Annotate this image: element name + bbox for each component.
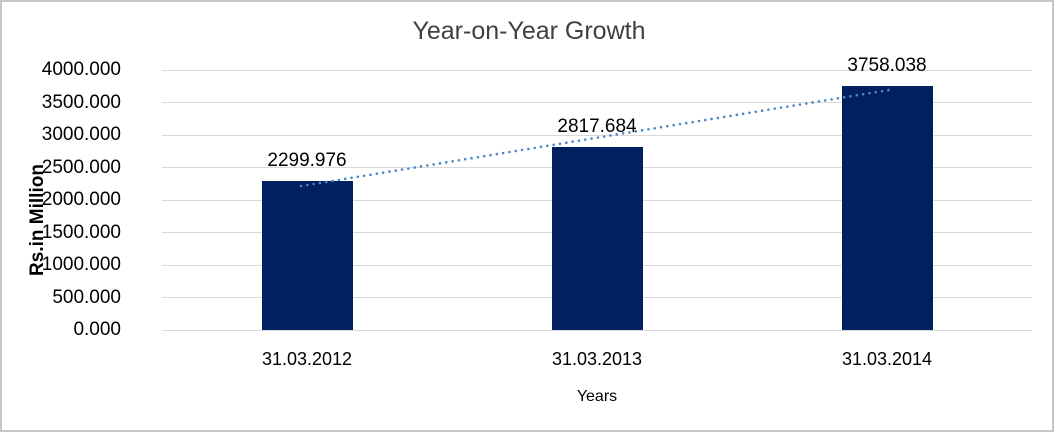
y-tick-label: 4000.000 [41,59,121,80]
y-tick-label: 0.000 [73,319,121,340]
trendline [299,88,893,188]
x-axis-title: Years [576,388,618,405]
y-tick-label: 1500.000 [41,221,121,243]
x-tick-label: 31.03.2014 [841,349,933,369]
y-tick-label: 1000.000 [41,254,121,275]
gridline [162,329,1032,331]
gridline [162,134,1032,136]
data-label: 2817.684 [557,115,637,137]
y-tick-label: 3000.000 [41,124,121,145]
y-tick-label: 2500.000 [41,156,121,178]
plot-area: 0.000 500.000 1000.000 1500.000 2000.000 2500… [42,55,1032,339]
gridline [162,102,1032,103]
bar-31.03.2013 [551,146,643,330]
x-tick-label: 31.03.2012 [261,349,353,369]
y-tick-label: 3500.000 [41,91,121,113]
y-tick-label: 500.000 [52,286,121,308]
data-label: 2299.976 [267,149,347,171]
x-tick-label: 31.03.2013 [551,349,643,369]
bar-31.03.2012 [261,180,353,330]
data-label: 3758.038 [847,54,927,76]
bar-31.03.2014 [841,85,933,330]
y-tick-label: 2000.000 [41,189,121,210]
gridline [162,69,1032,71]
chart-title: Year-on-Year Growth [412,17,646,45]
